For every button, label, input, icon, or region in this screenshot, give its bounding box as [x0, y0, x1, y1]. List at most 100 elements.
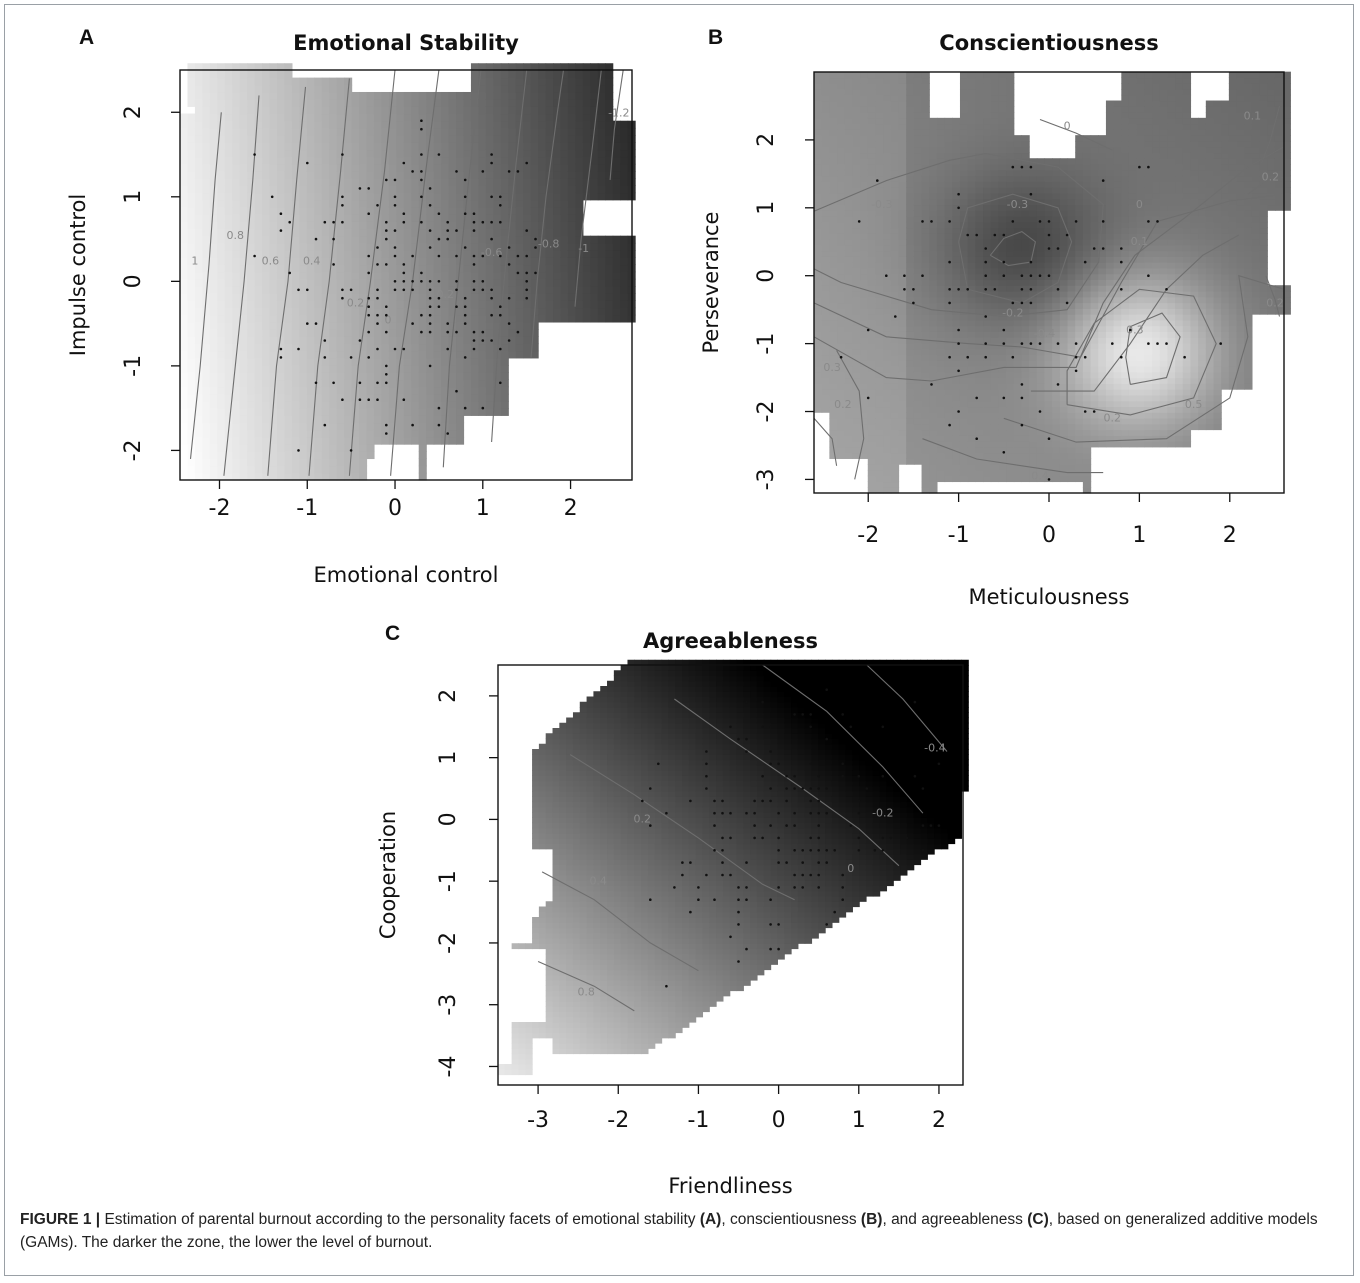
- heatmap-cell: [998, 152, 1007, 159]
- heatmap-cell: [441, 365, 450, 373]
- heatmap-cell: [860, 417, 869, 425]
- heatmap-cell: [344, 242, 353, 251]
- heatmap-cell: [538, 257, 547, 266]
- heatmap-cell: [875, 348, 884, 356]
- heatmap-cell: [523, 329, 532, 337]
- heatmap-cell: [478, 63, 487, 72]
- heatmap-cell: [388, 199, 397, 208]
- heatmap-cell: [844, 250, 854, 257]
- heatmap-cell: [523, 113, 532, 122]
- heatmap-cell: [890, 400, 900, 408]
- heatmap-cell: [448, 163, 457, 172]
- heatmap-cell: [456, 163, 465, 172]
- heatmap-cell: [478, 300, 487, 309]
- heatmap-cell: [217, 386, 226, 395]
- heatmap-cell: [906, 83, 915, 90]
- heatmap-cell: [262, 257, 271, 266]
- heatmap-cell: [990, 239, 999, 246]
- heatmap-cell: [351, 300, 360, 309]
- heatmap-cell: [500, 257, 509, 266]
- observation-point: [420, 170, 423, 173]
- heatmap-cell: [232, 293, 241, 301]
- heatmap-cell: [299, 451, 308, 460]
- heatmap-cell: [269, 429, 278, 438]
- heatmap-cell: [291, 307, 300, 316]
- heatmap-cell: [597, 91, 606, 100]
- heatmap-cell: [959, 164, 969, 171]
- heatmap-cell: [284, 415, 293, 424]
- heatmap-cell: [1006, 377, 1015, 384]
- heatmap-cell: [321, 250, 330, 258]
- heatmap-cell: [217, 415, 226, 424]
- heatmap-cell: [936, 164, 946, 171]
- heatmap-cell: [441, 408, 450, 416]
- heatmap-cell: [821, 71, 830, 79]
- heatmap-cell: [967, 256, 976, 263]
- observation-point: [490, 153, 493, 156]
- heatmap-cell: [921, 106, 930, 113]
- heatmap-cell: [844, 117, 854, 125]
- heatmap-cell: [478, 214, 487, 222]
- heatmap-cell: [597, 106, 606, 115]
- heatmap-cell: [605, 264, 614, 273]
- heatmap-cell: [959, 198, 969, 206]
- heatmap-cell: [837, 129, 846, 136]
- heatmap-cell: [239, 386, 248, 395]
- heatmap-cell: [388, 135, 397, 143]
- heatmap-cell: [921, 244, 930, 252]
- heatmap-cell: [998, 319, 1007, 327]
- heatmap-cell: [860, 302, 869, 309]
- observation-point: [358, 339, 362, 342]
- heatmap-cell: [944, 129, 953, 136]
- heatmap-cell: [396, 329, 405, 337]
- heatmap-cell: [829, 394, 838, 402]
- heatmap-cell: [860, 389, 869, 396]
- heatmap-cell: [418, 372, 427, 381]
- heatmap-cell: [508, 63, 517, 72]
- observation-point: [499, 313, 502, 317]
- heatmap-cell: [867, 452, 877, 459]
- heatmap-cell: [314, 250, 323, 258]
- heatmap-cell: [187, 321, 196, 330]
- heatmap-cell: [411, 264, 420, 273]
- heatmap-cell: [306, 235, 315, 244]
- heatmap-cell: [232, 163, 241, 172]
- observation-point: [455, 229, 458, 232]
- heatmap-cell: [262, 472, 271, 481]
- heatmap-cell: [921, 273, 930, 281]
- heatmap-cell: [560, 142, 569, 151]
- heatmap-cell: [180, 329, 189, 337]
- heatmap-cell: [906, 123, 915, 130]
- heatmap-cell: [493, 149, 502, 158]
- heatmap-cell: [254, 422, 263, 431]
- heatmap-cell: [187, 379, 196, 388]
- heatmap-cell: [180, 120, 189, 129]
- heatmap-cell: [913, 319, 923, 327]
- heatmap-cell: [1013, 342, 1023, 350]
- heatmap-cell: [351, 163, 360, 172]
- heatmap-cell: [545, 264, 554, 273]
- heatmap-cell: [883, 215, 892, 223]
- heatmap-cell: [194, 350, 203, 359]
- heatmap-cell: [829, 117, 838, 125]
- observation-point: [463, 356, 467, 359]
- heatmap-cell: [284, 70, 293, 79]
- heatmap-cell: [936, 325, 946, 332]
- heatmap-cell: [875, 481, 884, 488]
- heatmap-cell: [875, 71, 884, 79]
- heatmap-cell: [478, 343, 487, 352]
- heatmap-cell: [898, 169, 907, 177]
- heatmap-cell: [396, 408, 405, 416]
- heatmap-cell: [306, 357, 315, 366]
- heatmap-cell: [306, 221, 315, 230]
- heatmap-cell: [883, 273, 892, 281]
- heatmap-cell: [553, 106, 562, 115]
- heatmap-cell: [247, 106, 256, 115]
- heatmap-cell: [239, 372, 248, 381]
- heatmap-cell: [344, 156, 353, 165]
- heatmap-cell: [291, 350, 300, 359]
- heatmap-cell: [180, 285, 189, 294]
- heatmap-cell: [262, 314, 271, 323]
- heatmap-cell: [875, 279, 884, 286]
- heatmap-cell: [612, 178, 621, 186]
